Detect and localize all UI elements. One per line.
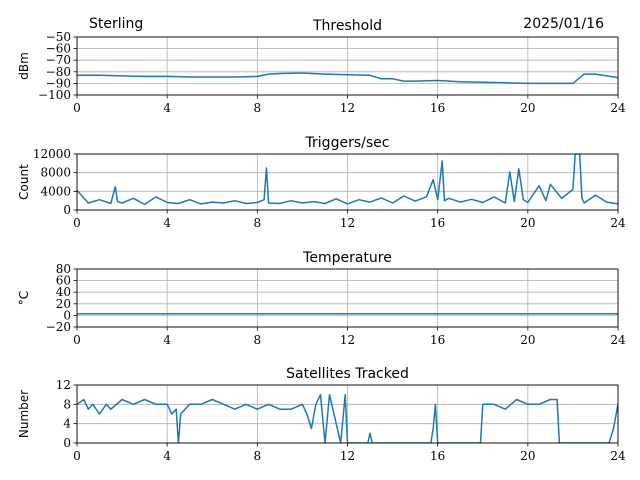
series-line-triggers: [77, 154, 618, 206]
x-tick-label: 20: [520, 449, 535, 463]
x-tick-label: 8: [254, 449, 262, 463]
x-tick-label: 20: [520, 333, 535, 347]
y-tick-label: 60: [56, 274, 71, 288]
x-tick-label: 16: [430, 101, 445, 115]
series-line-satellites: [77, 393, 618, 443]
chart-title-triggers: Triggers/sec: [305, 135, 390, 151]
chart-panels: Threshold 0 4 8 12 16 20 24 −50−60−70−80−90−100 d…: [17, 18, 626, 463]
chart-title-threshold: Threshold: [312, 18, 382, 34]
y-tick-label: 20: [56, 297, 71, 311]
x-tick-label: 0: [73, 216, 81, 230]
y-axis-label-temperature: °C: [17, 291, 31, 305]
chart-title-temperature: Temperature: [302, 250, 392, 266]
y-tick-label: −50: [46, 30, 71, 44]
station-name: Sterling: [89, 16, 143, 32]
y-axis-label-threshold: dBm: [17, 52, 31, 80]
x-tick-label: 16: [430, 216, 445, 230]
x-tick-label: 4: [163, 216, 171, 230]
y-tick-label: −20: [46, 320, 71, 334]
x-tick-label: 20: [520, 216, 535, 230]
y-axis-label-triggers: Count: [17, 164, 31, 200]
x-tick-label: 24: [610, 216, 626, 230]
report-date: 2025/01/16: [523, 16, 604, 32]
y-tick-label: 4000: [40, 184, 71, 198]
x-tick-label: 0: [73, 449, 81, 463]
y-tick-label: 0: [63, 308, 71, 322]
y-tick-label: 40: [56, 285, 71, 299]
y-tick-label: −60: [46, 42, 71, 56]
x-tick-label: 16: [430, 449, 445, 463]
chart-satellites: Satellites Tracked 0 4 8 12 16 20 24 12 8 4 0 Number: [17, 366, 626, 463]
x-tick-label: 24: [610, 333, 626, 347]
y-axis-label-satellites: Number: [17, 390, 31, 438]
y-tick-label: 8: [63, 397, 71, 411]
chart-triggers: Triggers/sec 0 4 8 12 16 20 24 0 4000 8000 12000Cou…: [17, 135, 626, 230]
y-tick-label: 12: [56, 378, 71, 392]
plot-frame: [76, 384, 619, 444]
x-tick-label: 12: [340, 216, 355, 230]
y-tick-label: 4: [63, 417, 71, 431]
x-tick-label: 4: [163, 449, 171, 463]
x-tick-label: 4: [163, 333, 171, 347]
x-tick-label: 12: [340, 333, 355, 347]
x-tick-label: 8: [254, 333, 262, 347]
x-tick-label: 0: [73, 333, 81, 347]
x-tick-label: 20: [520, 101, 535, 115]
y-tick-label: 8000: [40, 166, 71, 180]
x-tick-label: 16: [430, 333, 445, 347]
x-tick-label: 0: [73, 101, 81, 115]
x-tick-label: 24: [610, 449, 626, 463]
x-tick-label: 4: [163, 101, 171, 115]
plot-frame: [76, 36, 619, 96]
y-tick-label: 0: [63, 436, 71, 450]
chart-title-satellites: Satellites Tracked: [286, 366, 409, 382]
x-tick-label: 12: [340, 449, 355, 463]
plot-frame: [76, 153, 619, 211]
x-tick-label: 24: [610, 101, 626, 115]
x-tick-label: 8: [254, 101, 262, 115]
y-tick-label: 80: [56, 262, 71, 276]
y-tick-label: 12000: [33, 147, 71, 161]
y-tick-label: 0: [63, 203, 71, 217]
x-tick-label: 12: [340, 101, 355, 115]
x-tick-label: 8: [254, 216, 262, 230]
y-tick-label: −100: [38, 88, 71, 102]
y-tick-label: −90: [46, 76, 71, 90]
y-tick-label: −80: [46, 65, 71, 79]
chart-threshold: Threshold 0 4 8 12 16 20 24 −50−60−70−80−90−100 d…: [17, 18, 626, 115]
series-line-threshold: [77, 72, 618, 85]
plot-frame: [76, 268, 619, 328]
y-tick-label: −70: [46, 53, 71, 67]
